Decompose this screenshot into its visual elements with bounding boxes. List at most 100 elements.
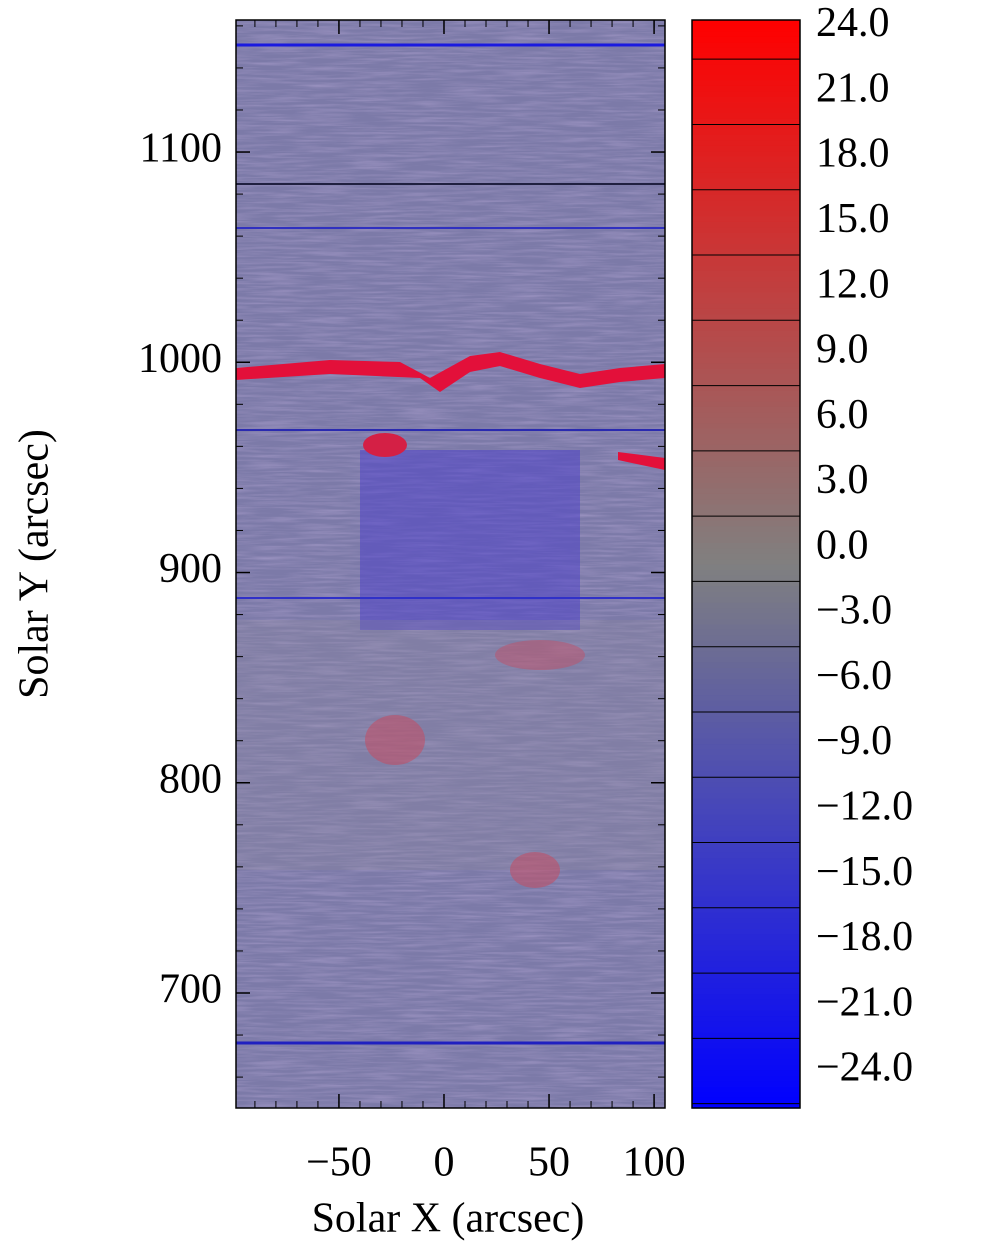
x-tick-label: 100	[623, 1140, 686, 1186]
colorbar-cell	[692, 1097, 800, 1104]
colorbar-cell	[692, 629, 800, 636]
colorbar-cell	[692, 738, 800, 745]
colorbar-cell	[692, 52, 800, 59]
colorbar-cell	[692, 275, 800, 282]
colorbar-cell	[692, 177, 800, 184]
colorbar-cell	[692, 183, 800, 190]
colorbar-cell	[692, 1031, 800, 1038]
colorbar-cell	[692, 678, 800, 685]
colorbar-cell	[692, 460, 800, 467]
colorbar-cell	[692, 580, 800, 587]
colorbar-cell	[692, 781, 800, 788]
colorbar-tick-label: −15.0	[816, 849, 913, 895]
y-tick-label: 900	[159, 546, 222, 592]
colorbar-cell	[692, 188, 800, 195]
colorbar-tick-label: 3.0	[816, 457, 869, 503]
colorbar-tick-label: 21.0	[816, 65, 890, 111]
colorbar-cell	[692, 107, 800, 114]
colorbar-cell	[692, 20, 800, 27]
colorbar-cell	[692, 221, 800, 228]
colorbar-cell	[692, 166, 800, 173]
colorbar-cell	[692, 596, 800, 603]
colorbar-cell	[692, 1037, 800, 1044]
colorbar-cell	[692, 63, 800, 70]
colorbar-cell	[692, 237, 800, 244]
colorbar-cell	[692, 308, 800, 315]
colorbar-cell	[692, 569, 800, 576]
colorbar-cell	[692, 210, 800, 217]
colorbar-tick-label: −21.0	[816, 979, 913, 1025]
y-tick-label: 1100	[140, 126, 222, 172]
colorbar-cell	[692, 912, 800, 919]
colorbar-cell	[692, 564, 800, 571]
colorbar-cell	[692, 1020, 800, 1027]
colorbar-cell	[692, 884, 800, 891]
colorbar-cell	[692, 857, 800, 864]
colorbar-cell	[692, 58, 800, 65]
colorbar-cell	[692, 710, 800, 717]
colorbar-cell	[692, 1091, 800, 1098]
colorbar-cell	[692, 547, 800, 554]
colorbar-cell	[692, 286, 800, 293]
colorbar-cell	[692, 335, 800, 342]
colorbar-cell	[692, 689, 800, 696]
colorbar-cell	[692, 1004, 800, 1011]
colorbar-cell	[692, 25, 800, 32]
colorbar-cell	[692, 281, 800, 288]
colorbar-cell	[692, 139, 800, 146]
y-tick-label: 800	[159, 756, 222, 802]
colorbar-cell	[692, 776, 800, 783]
colorbar-cell	[692, 727, 800, 734]
colorbar-cell	[692, 895, 800, 902]
colorbar-cell	[692, 814, 800, 821]
colorbar-cell	[692, 466, 800, 473]
colorbar-cell	[692, 966, 800, 973]
colorbar-cell	[692, 672, 800, 679]
colorbar-cell	[692, 792, 800, 799]
colorbar-tick-label: 9.0	[816, 327, 869, 373]
colorbar-cell	[692, 128, 800, 135]
colorbar-cell	[692, 248, 800, 255]
colorbar-cell	[692, 1069, 800, 1076]
colorbar-tick-label: 6.0	[816, 392, 869, 438]
colorbar-cell	[692, 373, 800, 380]
colorbar-cell	[692, 400, 800, 407]
colorbar-cell	[692, 112, 800, 119]
y-tick-label: 1000	[138, 336, 222, 382]
colorbar-cell	[692, 939, 800, 946]
colorbar-cell	[692, 906, 800, 913]
colorbar-cell	[692, 30, 800, 37]
colorbar-cell	[692, 874, 800, 881]
x-tick-label: −50	[306, 1140, 372, 1186]
colorbar-cell	[692, 351, 800, 358]
colorbar-cell	[692, 74, 800, 81]
colorbar-tick-label: −24.0	[816, 1045, 913, 1091]
colorbar-cell	[692, 591, 800, 598]
colorbar-cell	[692, 199, 800, 206]
colorbar-cell	[692, 602, 800, 609]
colorbar-cell	[692, 754, 800, 761]
colorbar-cell	[692, 863, 800, 870]
colorbar-cell	[692, 79, 800, 86]
colorbar-cell	[692, 444, 800, 451]
colorbar-cell	[692, 253, 800, 260]
colorbar-cell	[692, 422, 800, 429]
colorbar-cell	[692, 324, 800, 331]
colorbar-cell	[692, 1080, 800, 1087]
plot-frame	[235, 19, 666, 1109]
colorbar-tick-label: −9.0	[816, 718, 892, 764]
colorbar-cell	[692, 395, 800, 402]
colorbar-cell	[692, 215, 800, 222]
colorbar-cell	[692, 770, 800, 777]
colorbar-cell	[692, 204, 800, 211]
colorbar-cell	[692, 41, 800, 48]
colorbar-cell	[692, 515, 800, 522]
colorbar-cell	[692, 759, 800, 766]
colorbar-cell	[692, 944, 800, 951]
colorbar-cell	[692, 1064, 800, 1071]
colorbar-cell	[692, 330, 800, 337]
colorbar-cell	[692, 977, 800, 984]
colorbar-cell	[692, 634, 800, 641]
colorbar-cell	[692, 85, 800, 92]
colorbar-cell	[692, 476, 800, 483]
